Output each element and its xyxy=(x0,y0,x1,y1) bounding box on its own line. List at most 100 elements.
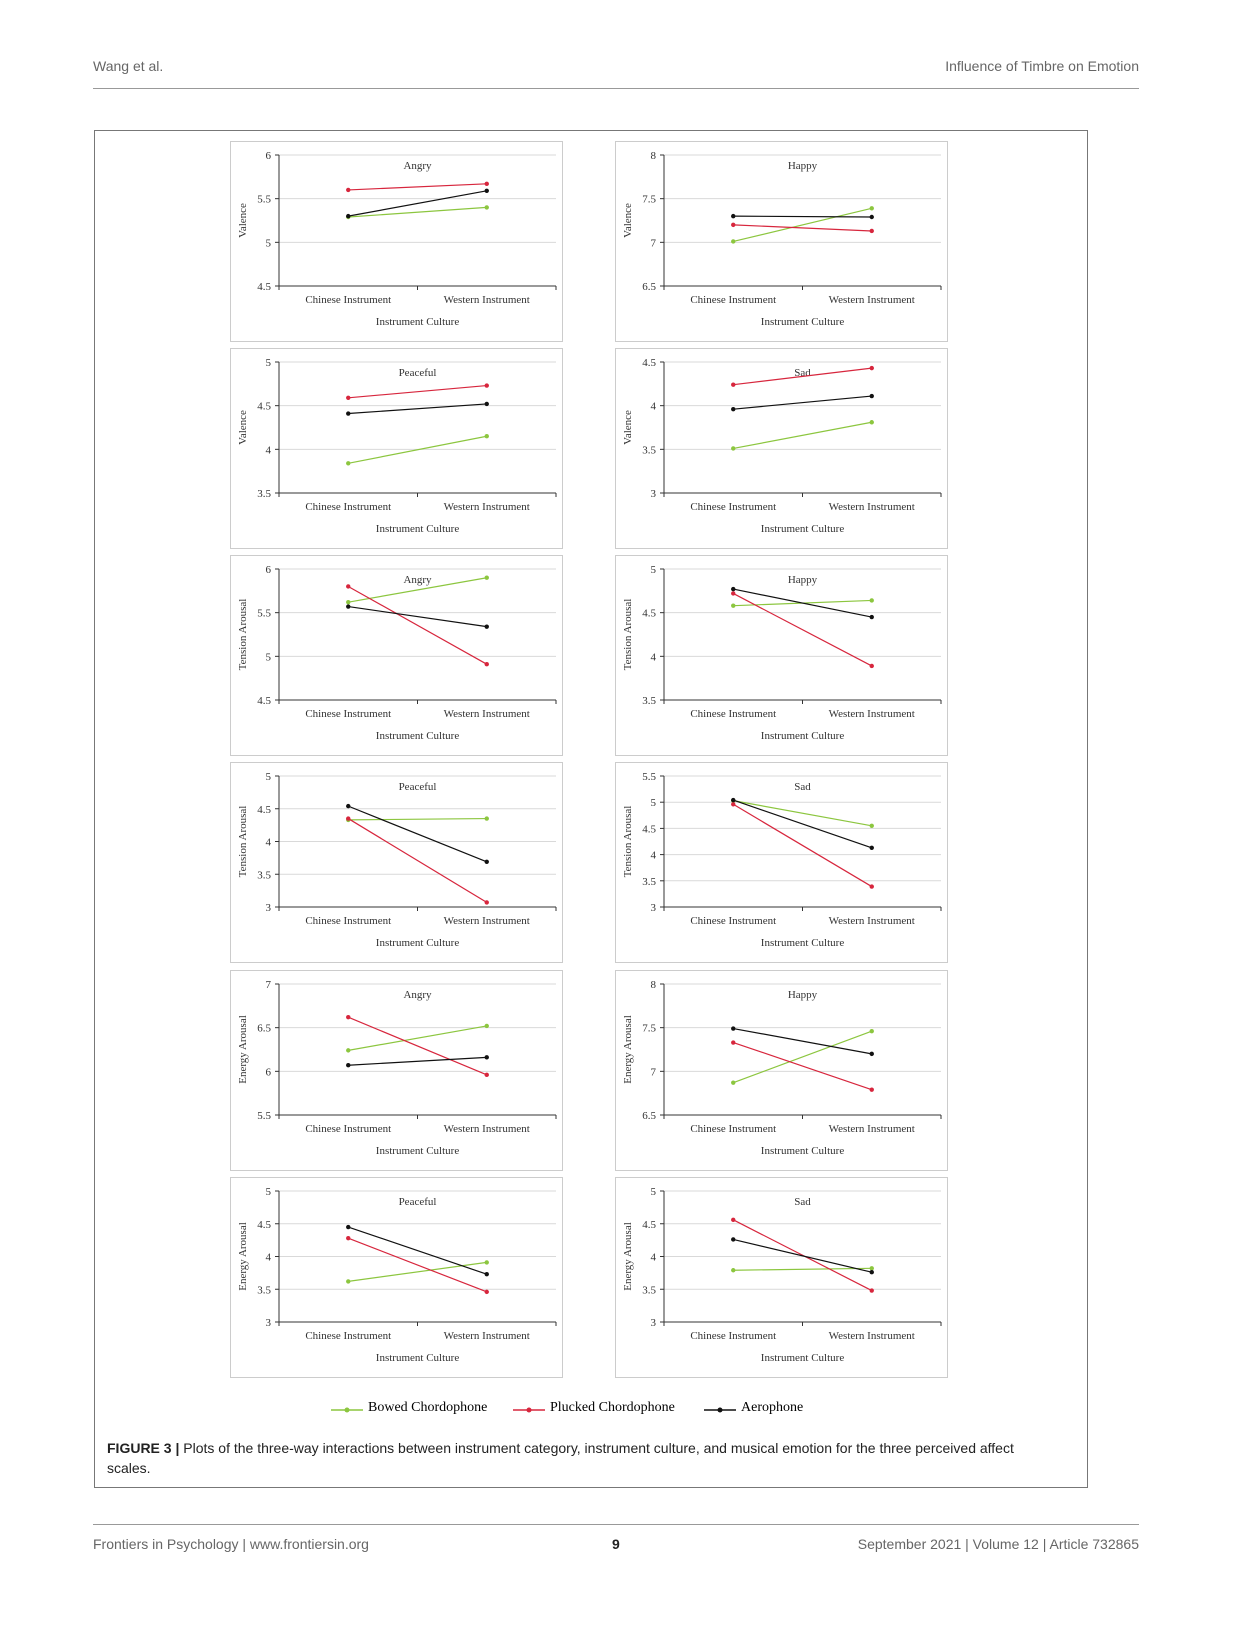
data-point-plucked-chordophone xyxy=(731,1217,736,1223)
series-line-bowed-chordophone xyxy=(733,207,872,243)
y-tick-label: 7 xyxy=(266,979,272,991)
x-tick-label: Chinese Instrument xyxy=(305,915,391,927)
chart-title: Sad xyxy=(794,1196,811,1208)
series-line-aerophone xyxy=(733,395,872,410)
data-point-plucked-chordophone xyxy=(869,884,874,889)
legend-marker-aerophone xyxy=(717,1407,723,1413)
x-tick-label: Western Instrument xyxy=(829,294,915,306)
data-point-plucked-chordophone xyxy=(731,591,736,596)
data-point-bowed-chordophone xyxy=(731,239,736,244)
chart-title: Happy xyxy=(788,160,818,172)
data-point-plucked-chordophone xyxy=(869,663,874,669)
y-tick-label: 3.5 xyxy=(642,444,656,456)
x-axis-label: Instrument Culture xyxy=(376,937,460,949)
chart-panel-12: 3 3.5 4 4.5 5 Chinese Instrument Western Instr… xyxy=(615,1177,948,1378)
series-line-plucked-chordophone xyxy=(348,1237,487,1293)
y-tick-label: 4.5 xyxy=(257,281,271,293)
y-tick-label: 5 xyxy=(651,564,657,576)
chart-svg: 4.5 5 5.5 6 Chinese Instrument Western Instru… xyxy=(237,150,557,328)
y-axis-label: Energy Arousal xyxy=(622,1015,634,1084)
data-point-aerophone xyxy=(869,845,874,850)
series-line-aerophone xyxy=(733,1238,872,1273)
data-point-bowed-chordophone xyxy=(484,575,489,580)
data-point-bowed-chordophone xyxy=(869,206,874,211)
data-point-bowed-chordophone xyxy=(484,1260,489,1265)
chart-svg: 3 3.5 4 4.5 5 5.5 Chinese Instrument Western In… xyxy=(622,771,942,949)
y-tick-label: 8 xyxy=(651,150,657,162)
x-tick-label: Western Instrument xyxy=(829,501,915,513)
figure-label: FIGURE 3 xyxy=(107,1440,172,1456)
y-tick-label: 5 xyxy=(266,1186,272,1198)
y-tick-label: 8 xyxy=(651,979,657,991)
x-axis-label: Instrument Culture xyxy=(376,1352,460,1364)
y-tick-label: 6.5 xyxy=(642,1110,656,1122)
chart-title: Peaceful xyxy=(399,781,437,793)
data-point-aerophone xyxy=(346,213,351,219)
data-point-plucked-chordophone xyxy=(346,1014,351,1020)
data-point-plucked-chordophone xyxy=(346,395,351,401)
y-tick-label: 5 xyxy=(266,357,272,369)
data-point-plucked-chordophone xyxy=(484,900,489,905)
series-line-plucked-chordophone xyxy=(732,592,873,667)
y-tick-label: 4 xyxy=(266,1252,272,1264)
y-tick-label: 4.5 xyxy=(642,357,656,369)
y-tick-label: 4 xyxy=(266,837,272,849)
data-point-bowed-chordophone xyxy=(869,1028,874,1034)
x-axis-label: Instrument Culture xyxy=(376,523,460,535)
series-line-bowed-chordophone xyxy=(733,1030,872,1084)
x-tick-label: Western Instrument xyxy=(444,1330,530,1342)
figure-label-separator: | xyxy=(175,1440,180,1456)
x-tick-label: Chinese Instrument xyxy=(305,1330,391,1342)
legend-swatch-plucked xyxy=(513,1407,545,1413)
y-tick-label: 5.5 xyxy=(257,194,271,206)
y-tick-label: 6.5 xyxy=(642,281,656,293)
chart-panel-6: 3.5 4 4.5 5 Chinese Instrument Western Instru… xyxy=(615,555,948,756)
y-tick-label: 6 xyxy=(266,1066,272,1078)
y-tick-label: 5.5 xyxy=(642,771,656,783)
data-point-bowed-chordophone xyxy=(484,816,489,821)
series-line-plucked-chordophone xyxy=(348,183,487,191)
data-point-bowed-chordophone xyxy=(346,599,351,605)
chart-panel-11: 3 3.5 4 4.5 5 Chinese Instrument Western Instr… xyxy=(230,1177,563,1378)
data-point-aerophone xyxy=(869,214,874,220)
data-point-plucked-chordophone xyxy=(484,1072,489,1078)
series-line-bowed-chordophone xyxy=(348,1261,487,1282)
y-tick-label: 3 xyxy=(651,902,657,914)
chart-panel-3: 3.5 4 4.5 5 Chinese Instrument Western Instru… xyxy=(230,348,563,549)
y-tick-label: 4 xyxy=(651,651,657,663)
legend-label-aerophone: Aerophone xyxy=(741,1400,804,1415)
y-tick-label: 5.5 xyxy=(257,608,271,620)
y-tick-label: 5 xyxy=(266,237,272,249)
data-point-aerophone xyxy=(484,1055,489,1060)
y-tick-label: 3 xyxy=(266,1317,272,1329)
data-point-aerophone xyxy=(869,1270,874,1275)
data-point-bowed-chordophone xyxy=(731,1080,736,1085)
series-line-aerophone xyxy=(348,805,487,863)
y-tick-label: 7 xyxy=(651,237,657,249)
data-point-bowed-chordophone xyxy=(346,461,351,466)
series-line-aerophone xyxy=(733,588,872,618)
y-tick-label: 4.5 xyxy=(257,804,271,816)
series-line-aerophone xyxy=(733,799,872,849)
x-tick-label: Chinese Instrument xyxy=(690,1123,776,1135)
y-tick-label: 4 xyxy=(651,850,657,862)
chart-panel-8: 3 3.5 4 4.5 5 5.5 Chinese Instrument Western In… xyxy=(615,762,948,963)
x-axis-label: Instrument Culture xyxy=(761,523,845,535)
y-tick-label: 6 xyxy=(266,564,272,576)
chart-title: Angry xyxy=(403,989,432,1001)
y-tick-label: 4 xyxy=(266,444,272,456)
figure-legend: Bowed Chordophone Plucked Chordophone Ae… xyxy=(0,1398,1241,1422)
series-line-bowed-chordophone xyxy=(733,800,872,827)
data-point-bowed-chordophone xyxy=(731,603,736,608)
data-point-aerophone xyxy=(346,1063,351,1068)
chart-svg: 3.5 4 4.5 5 Chinese Instrument Western Instru… xyxy=(622,564,942,742)
series-line-plucked-chordophone xyxy=(733,224,872,232)
chart-svg: 6.5 7 7.5 8 Chinese Instrument Western Instru… xyxy=(622,150,942,328)
data-point-bowed-chordophone xyxy=(869,598,874,603)
series-line-bowed-chordophone xyxy=(348,1025,487,1051)
data-point-aerophone xyxy=(484,624,489,629)
x-axis-label: Instrument Culture xyxy=(376,316,460,328)
running-header-title: Influence of Timbre on Emotion xyxy=(945,58,1139,74)
chart-panel-4: 3 3.5 4 4.5 Chinese Instrument Western Instru… xyxy=(615,348,948,549)
chart-title: Happy xyxy=(788,989,818,1001)
